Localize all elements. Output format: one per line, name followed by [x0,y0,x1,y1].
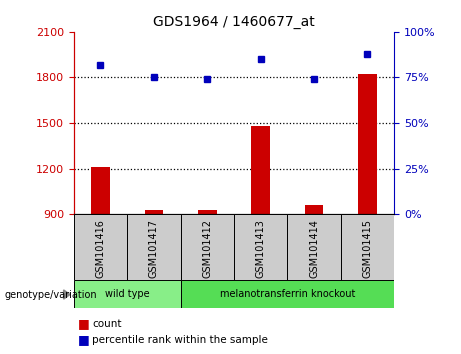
Bar [181,214,234,280]
Text: genotype/variation: genotype/variation [5,290,97,299]
Bar [91,167,110,214]
Bar [127,214,181,280]
Bar [341,214,394,280]
Text: ■: ■ [78,318,90,330]
Bar [251,126,270,214]
Bar [198,210,217,214]
Bar [234,214,287,280]
Bar [144,210,163,214]
Bar [358,74,377,214]
Text: count: count [92,319,122,329]
Bar [287,214,341,280]
Bar [305,205,324,214]
Text: GSM101414: GSM101414 [309,219,319,278]
Text: GSM101412: GSM101412 [202,219,212,278]
Text: wild type: wild type [105,289,149,299]
Text: melanotransferrin knockout: melanotransferrin knockout [220,289,355,299]
Bar [74,214,127,280]
Title: GDS1964 / 1460677_at: GDS1964 / 1460677_at [153,16,315,29]
Bar [74,280,181,308]
Bar [181,280,394,308]
Text: GSM101415: GSM101415 [362,219,372,278]
Text: percentile rank within the sample: percentile rank within the sample [92,335,268,345]
Text: GSM101416: GSM101416 [95,219,106,278]
Text: ■: ■ [78,333,90,346]
Text: GSM101413: GSM101413 [256,219,266,278]
Text: GSM101417: GSM101417 [149,219,159,278]
